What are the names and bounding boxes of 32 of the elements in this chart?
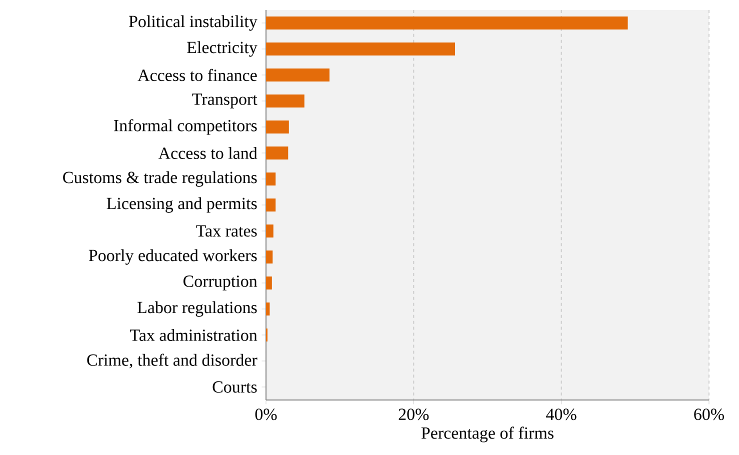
x-axis-title: Percentage of firms [421, 426, 554, 442]
bar [266, 120, 289, 134]
x-tick-label: 40% [546, 408, 576, 420]
bar [266, 94, 304, 108]
y-tick-label: Poorly educated workers [88, 249, 257, 265]
y-tick-label: Transport [192, 94, 258, 108]
y-tick-label: Tax rates [196, 225, 257, 237]
y-tick-label: Access to land [158, 147, 258, 159]
y-tick-label: Electricity [187, 41, 258, 57]
y-tick-label: Political instability [128, 15, 258, 31]
bar [266, 276, 272, 290]
x-tick-label: 60% [694, 408, 724, 420]
bar [266, 250, 273, 264]
y-tick-label: Courts [212, 381, 257, 393]
y-tick-label: Tax administration [130, 329, 258, 341]
y-tick-label: Crime, theft and disorder [87, 354, 258, 368]
y-tick-label: Access to finance [138, 68, 257, 82]
y-tick-label: Licensing and permits [106, 197, 257, 213]
bar [266, 146, 288, 160]
y-tick-label: Labor regulations [137, 301, 257, 317]
x-tick-label: 0% [255, 408, 277, 420]
bar [266, 42, 456, 56]
y-tick-label: Informal competitors [114, 119, 257, 135]
x-tick-label: 20% [398, 408, 429, 420]
bar [266, 302, 270, 316]
bar [266, 224, 274, 238]
bar [266, 16, 628, 30]
bar [266, 68, 330, 82]
bar [266, 172, 276, 186]
y-tick-label: Customs & trade regulations [63, 171, 257, 187]
y-tick-label: Corruption [183, 276, 258, 290]
bar [266, 198, 276, 212]
